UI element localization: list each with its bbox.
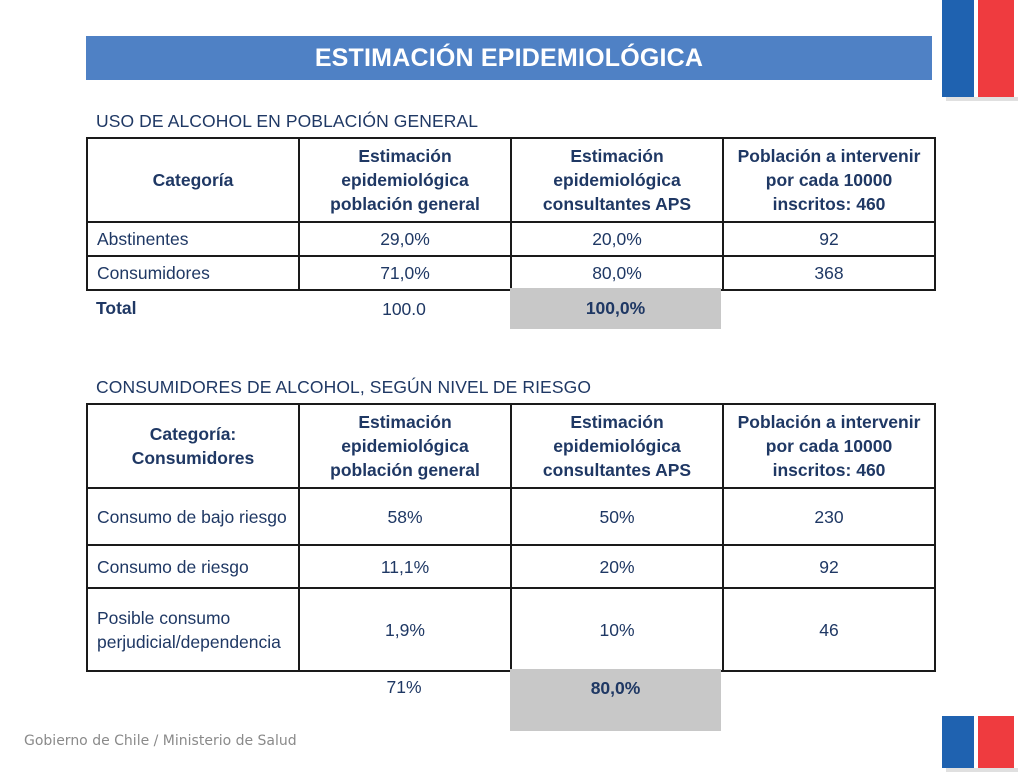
header-poblacion-intervenir: Población a intervenir por cada 10000 in… (722, 403, 936, 489)
risk-level-table: Categoría: Consumidores Estimación epide… (86, 403, 936, 672)
cell-aps: 20% (510, 544, 724, 589)
cell-poblacion: 230 (722, 487, 936, 546)
cell-general: 29,0% (298, 221, 512, 257)
cell-poblacion: 368 (722, 255, 936, 291)
footer-credit: Gobierno de Chile / Ministerio de Salud (24, 733, 297, 749)
table-header-row: Categoría Estimación epidemiológica pobl… (86, 137, 936, 223)
cell-aps: 50% (510, 487, 724, 546)
table-row: Consumo de riesgo 11,1% 20% 92 (86, 544, 936, 589)
cell-general: 1,9% (298, 587, 512, 672)
header-estimacion-aps: Estimación epidemiológica consultantes A… (510, 403, 724, 489)
cell-poblacion: 92 (722, 544, 936, 589)
header-poblacion-intervenir: Población a intervenir por cada 10000 in… (722, 137, 936, 223)
header-categoria: Categoría (86, 137, 300, 223)
row-category: Posible consumo perjudicial/dependencia (86, 587, 300, 672)
total-aps-value: 100,0% (510, 288, 721, 329)
cell-aps: 80,0% (510, 255, 724, 291)
header-categoria-consumidores: Categoría: Consumidores (86, 403, 300, 489)
section1-heading: USO DE ALCOHOL EN POBLACIÓN GENERAL (96, 111, 479, 131)
header-estimacion-general: Estimación epidemiológica población gene… (298, 403, 512, 489)
chile-flag-logo-top (942, 0, 1018, 101)
total-general-value: 100.0 (382, 299, 426, 319)
cell-aps: 20,0% (510, 221, 724, 257)
header-estimacion-aps: Estimación epidemiológica consultantes A… (510, 137, 724, 223)
subtotal-general-value: 71% (386, 677, 422, 697)
header-estimacion-general: Estimación epidemiológica población gene… (298, 137, 512, 223)
chile-flag-logo-bottom (942, 716, 1018, 772)
subtotal-aps-value: 80,0% (510, 669, 721, 731)
table-header-row: Categoría: Consumidores Estimación epide… (86, 403, 936, 489)
table-row: Consumidores 71,0% 80,0% 368 (86, 255, 936, 291)
table-row: Consumo de bajo riesgo 58% 50% 230 (86, 487, 936, 546)
section2-heading: CONSUMIDORES DE ALCOHOL, SEGÚN NIVEL DE … (96, 377, 592, 397)
cell-general: 71,0% (298, 255, 512, 291)
row-category: Consumidores (86, 255, 300, 291)
cell-poblacion: 92 (722, 221, 936, 257)
table-row: Abstinentes 29,0% 20,0% 92 (86, 221, 936, 257)
cell-general: 11,1% (298, 544, 512, 589)
total-label: Total (96, 298, 137, 318)
cell-general: 58% (298, 487, 512, 546)
slide-title: ESTIMACIÓN EPIDEMIOLÓGICA (86, 36, 932, 80)
row-category: Consumo de bajo riesgo (86, 487, 300, 546)
cell-poblacion: 46 (722, 587, 936, 672)
table-row: Posible consumo perjudicial/dependencia … (86, 587, 936, 672)
cell-aps: 10% (510, 587, 724, 672)
alcohol-use-table: Categoría Estimación epidemiológica pobl… (86, 137, 936, 291)
row-category: Consumo de riesgo (86, 544, 300, 589)
row-category: Abstinentes (86, 221, 300, 257)
